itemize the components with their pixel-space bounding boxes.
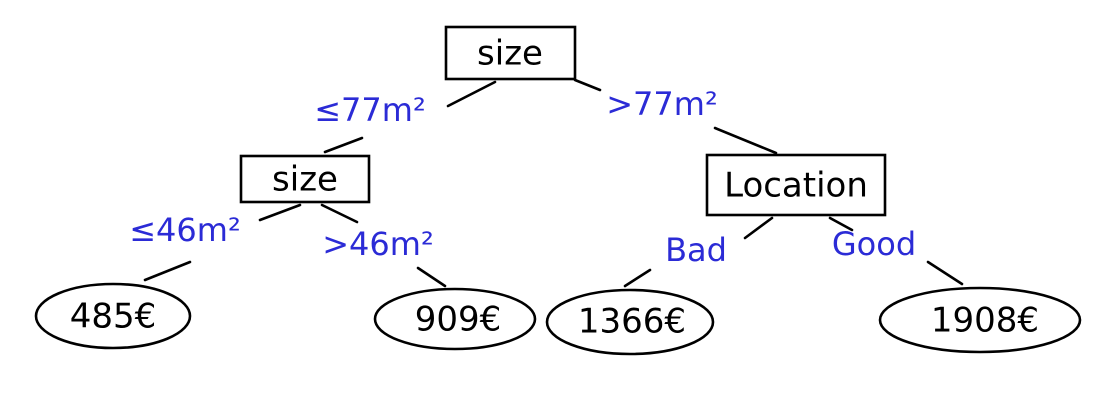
root-node-box [444, 25, 577, 81]
edge-root-left-lower [323, 136, 364, 154]
right-node-label: Location [724, 166, 868, 206]
edge-left-left [258, 203, 302, 222]
leaf-1-ellipse [34, 282, 192, 350]
edge-right-left-lower [623, 268, 652, 288]
edge-right-right [828, 216, 854, 232]
edge-label-left-right: >46m² [322, 225, 434, 263]
edge-right-right-lower [926, 260, 964, 286]
leaf-3-value: 1366€ [578, 302, 686, 342]
leaf-2-ellipse [373, 287, 537, 351]
edge-root-right-lower [713, 126, 778, 155]
edge-label-root-left: ≤77m² [314, 91, 426, 129]
right-node-box [705, 153, 887, 217]
root-node-label: size [477, 34, 543, 74]
leaf-1-value: 485€ [70, 297, 157, 337]
edge-left-left-lower [143, 260, 192, 282]
edge-left-right [320, 203, 359, 224]
edge-root-right [573, 78, 602, 92]
left-node-box [239, 154, 371, 204]
leaf-3-ellipse [545, 288, 715, 356]
leaf-4-value: 1908€ [931, 301, 1039, 341]
left-node-label: size [272, 160, 338, 200]
leaf-4-ellipse [878, 286, 1082, 354]
edge-label-right-left: Bad [665, 231, 727, 269]
edge-root-left [446, 80, 497, 108]
edge-label-left-left: ≤46m² [129, 211, 241, 249]
edge-label-right-right: Good [832, 225, 916, 263]
leaf-2-value: 909€ [415, 300, 502, 340]
edge-left-right-lower [416, 266, 447, 288]
edge-right-left [743, 216, 774, 240]
edge-label-root-right: >77m² [606, 85, 718, 123]
